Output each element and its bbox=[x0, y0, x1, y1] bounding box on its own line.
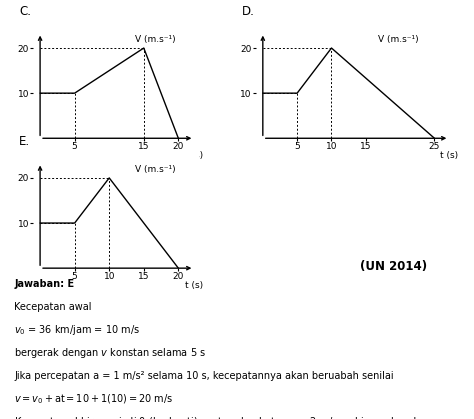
Text: $v_0$ = 36 km/jam = 10 m/s: $v_0$ = 36 km/jam = 10 m/s bbox=[14, 323, 140, 337]
Text: C.: C. bbox=[19, 5, 31, 18]
Text: bergerak dengan $v$ konstan selama 5 s: bergerak dengan $v$ konstan selama 5 s bbox=[14, 346, 206, 360]
Text: $v = v_0 + \mathrm{at} = 10 + 1(10) = 20$ m/s: $v = v_0 + \mathrm{at} = 10 + 1(10) = 20… bbox=[14, 393, 173, 406]
Text: t (s): t (s) bbox=[440, 151, 458, 160]
Text: V (m.s⁻¹): V (m.s⁻¹) bbox=[378, 35, 419, 44]
Text: V (m.s⁻¹): V (m.s⁻¹) bbox=[136, 165, 176, 174]
Text: D.: D. bbox=[242, 5, 255, 18]
Text: V (m.s⁻¹): V (m.s⁻¹) bbox=[136, 35, 176, 44]
Text: t (s): t (s) bbox=[185, 151, 203, 160]
Text: (UN 2014): (UN 2014) bbox=[360, 260, 428, 273]
Text: Kecepatan akhir menjadi 0 (berhenti) saat perlambatan $a$ = 2 m/s, sehingga bend: Kecepatan akhir menjadi 0 (berhenti) saa… bbox=[14, 415, 423, 419]
Text: Jawaban: E: Jawaban: E bbox=[14, 279, 74, 289]
Text: Jika percepatan a = 1 m/s² selama 10 s, kecepatannya akan beruabah senilai: Jika percepatan a = 1 m/s² selama 10 s, … bbox=[14, 371, 394, 381]
Text: Kecepatan awal: Kecepatan awal bbox=[14, 302, 92, 312]
Text: t (s): t (s) bbox=[185, 281, 203, 290]
Text: E.: E. bbox=[19, 134, 30, 147]
